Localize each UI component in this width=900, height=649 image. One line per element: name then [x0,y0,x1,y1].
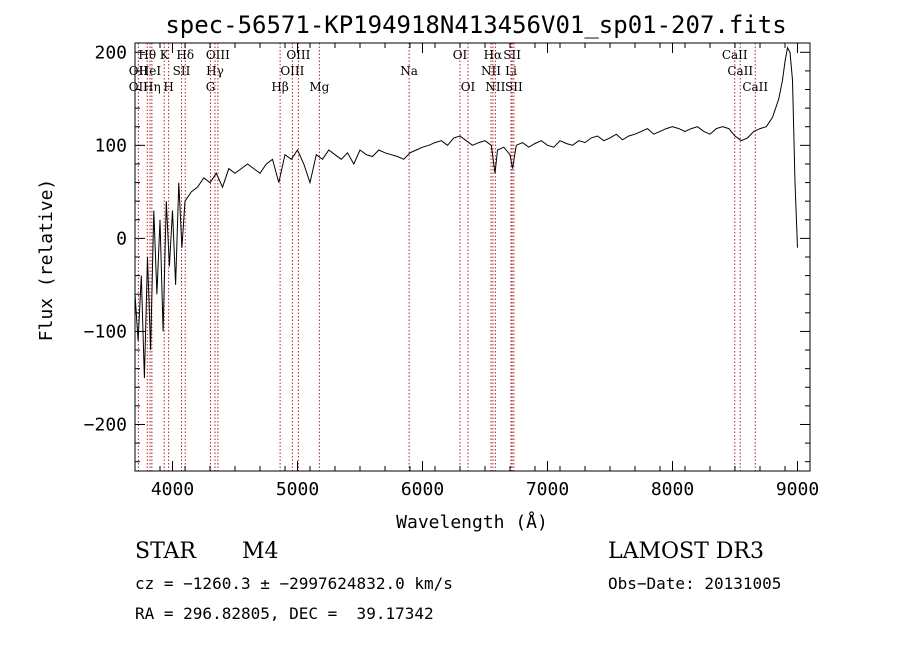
x-tick-label: 4000 [151,479,194,500]
spectral-line-label: CaII [727,64,753,78]
coordinates: RA = 296.82805, DEC = 39.17342 [135,604,434,623]
spectral-line-label: OII [129,80,149,94]
spectral-line-label: Hα [484,48,503,62]
spectral-line-label: Na [400,64,418,78]
object-class: STAR [135,539,196,564]
spectral-line-label: CaII [742,80,768,94]
spectral-line-label: Mg [309,80,329,94]
survey-name: LAMOST DR3 [608,539,764,564]
spectral-line-label: Hθ [138,48,156,62]
y-tick-label: −200 [84,414,127,435]
x-axis-label: Wavelength (Å) [396,511,548,533]
y-tick-label: 100 [94,135,127,156]
spectral-line-label: Li [505,64,517,78]
observation-date: Obs−Date: 20131005 [608,574,782,593]
x-tick-label: 9000 [776,479,819,500]
chart-title: spec-56571-KP194918N413456V01_sp01-207.f… [165,11,786,39]
spectral-line-label: G [206,80,216,94]
spectral-line-label: HeI [139,64,162,78]
y-tick-label: 200 [94,42,127,63]
spectral-line-label: OIII [206,48,230,62]
y-tick-label: −100 [84,321,127,342]
spectral-line-label: OIII [280,64,304,78]
spectral-line-label: OI [453,48,468,62]
x-tick-label: 7000 [526,479,569,500]
axis-ticks: 4000 5000 6000 7000 8000 9000 −200 −100 0 100 200 [84,42,820,500]
spectral-line-markers [137,43,756,471]
x-tick-label: 6000 [401,479,444,500]
x-tick-label: 8000 [651,479,694,500]
y-axis-label: Flux (relative) [36,179,57,342]
object-subclass: M4 [242,539,279,564]
spectral-line-label: Hη [143,80,161,94]
x-tick-label: 5000 [276,479,319,500]
spectral-line-label: K [160,48,170,62]
spectral-line-label: H [163,80,173,94]
spectral-line-label: OI [461,80,476,94]
spectral-line-label: NII [481,64,501,78]
spectral-line-label: SII [505,80,523,94]
spectral-line-label: Hδ [176,48,194,62]
spectral-line-label: CaII [722,48,748,62]
spectral-line-label: Hγ [206,64,224,78]
y-tick-label: 0 [116,228,127,249]
spectral-line-label: OIII [286,48,310,62]
plot-frame [134,42,811,472]
spectrum-series-line [134,46,798,379]
spectral-line-label: SII [503,48,521,62]
spectral-line-label: Hβ [271,80,288,94]
redshift-line: cz = −1260.3 ± −2997624832.0 km/s [135,574,453,593]
spectral-line-label: SII [173,64,191,78]
spectral-line-label: NII [485,80,505,94]
